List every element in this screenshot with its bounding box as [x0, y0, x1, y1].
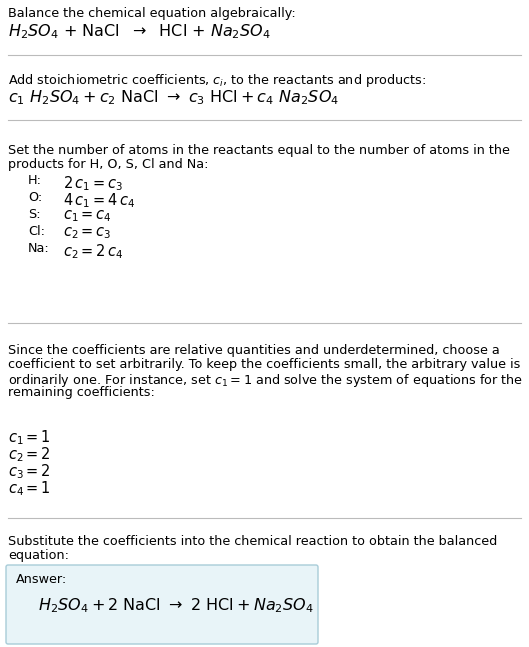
Text: S:: S:	[28, 208, 41, 221]
Text: Answer:: Answer:	[16, 573, 67, 586]
Text: $H_2SO_4 + 2\ \mathrm{NaCl}\ \rightarrow\ 2\ \mathrm{HCl} + Na_2SO_4$: $H_2SO_4 + 2\ \mathrm{NaCl}\ \rightarrow…	[38, 596, 314, 615]
Text: O:: O:	[28, 191, 42, 204]
Text: $c_2 = c_3$: $c_2 = c_3$	[63, 225, 112, 241]
Text: Balance the chemical equation algebraically:: Balance the chemical equation algebraica…	[8, 7, 296, 20]
Text: $c_1 = 1$: $c_1 = 1$	[8, 428, 51, 446]
FancyBboxPatch shape	[6, 565, 318, 644]
Text: $c_4 = 1$: $c_4 = 1$	[8, 479, 51, 498]
Text: Cl:: Cl:	[28, 225, 45, 238]
Text: $c_1 = c_4$: $c_1 = c_4$	[63, 208, 112, 224]
Text: products for H, O, S, Cl and Na:: products for H, O, S, Cl and Na:	[8, 158, 208, 171]
Text: Set the number of atoms in the reactants equal to the number of atoms in the: Set the number of atoms in the reactants…	[8, 144, 510, 157]
Text: equation:: equation:	[8, 549, 69, 562]
Text: Add stoichiometric coefficients, $c_i$, to the reactants and products:: Add stoichiometric coefficients, $c_i$, …	[8, 72, 426, 89]
Text: Na:: Na:	[28, 242, 50, 255]
Text: $c_2 = 2\,c_4$: $c_2 = 2\,c_4$	[63, 242, 124, 261]
Text: $c_3 = 2$: $c_3 = 2$	[8, 462, 51, 481]
Text: $c_2 = 2$: $c_2 = 2$	[8, 445, 51, 464]
Text: Since the coefficients are relative quantities and underdetermined, choose a: Since the coefficients are relative quan…	[8, 344, 500, 357]
Text: remaining coefficients:: remaining coefficients:	[8, 386, 155, 399]
Text: $2\,c_1 = c_3$: $2\,c_1 = c_3$	[63, 174, 123, 193]
Text: $4\,c_1 = 4\,c_4$: $4\,c_1 = 4\,c_4$	[63, 191, 135, 210]
Text: coefficient to set arbitrarily. To keep the coefficients small, the arbitrary va: coefficient to set arbitrarily. To keep …	[8, 358, 521, 371]
Text: $c_1\ H_2SO_4 + c_2\ \mathrm{NaCl}\ \rightarrow\ c_3\ \mathrm{HCl} + c_4\ Na_2SO: $c_1\ H_2SO_4 + c_2\ \mathrm{NaCl}\ \rig…	[8, 88, 339, 107]
Text: $\mathit{H}_2\mathit{SO}_4$ $+$ NaCl  $\rightarrow$  HCl $+$ $\mathit{Na}_2\math: $\mathit{H}_2\mathit{SO}_4$ $+$ NaCl $\r…	[8, 22, 271, 41]
Text: Substitute the coefficients into the chemical reaction to obtain the balanced: Substitute the coefficients into the che…	[8, 535, 497, 548]
Text: ordinarily one. For instance, set $c_1 = 1$ and solve the system of equations fo: ordinarily one. For instance, set $c_1 =…	[8, 372, 523, 389]
Text: H:: H:	[28, 174, 42, 187]
